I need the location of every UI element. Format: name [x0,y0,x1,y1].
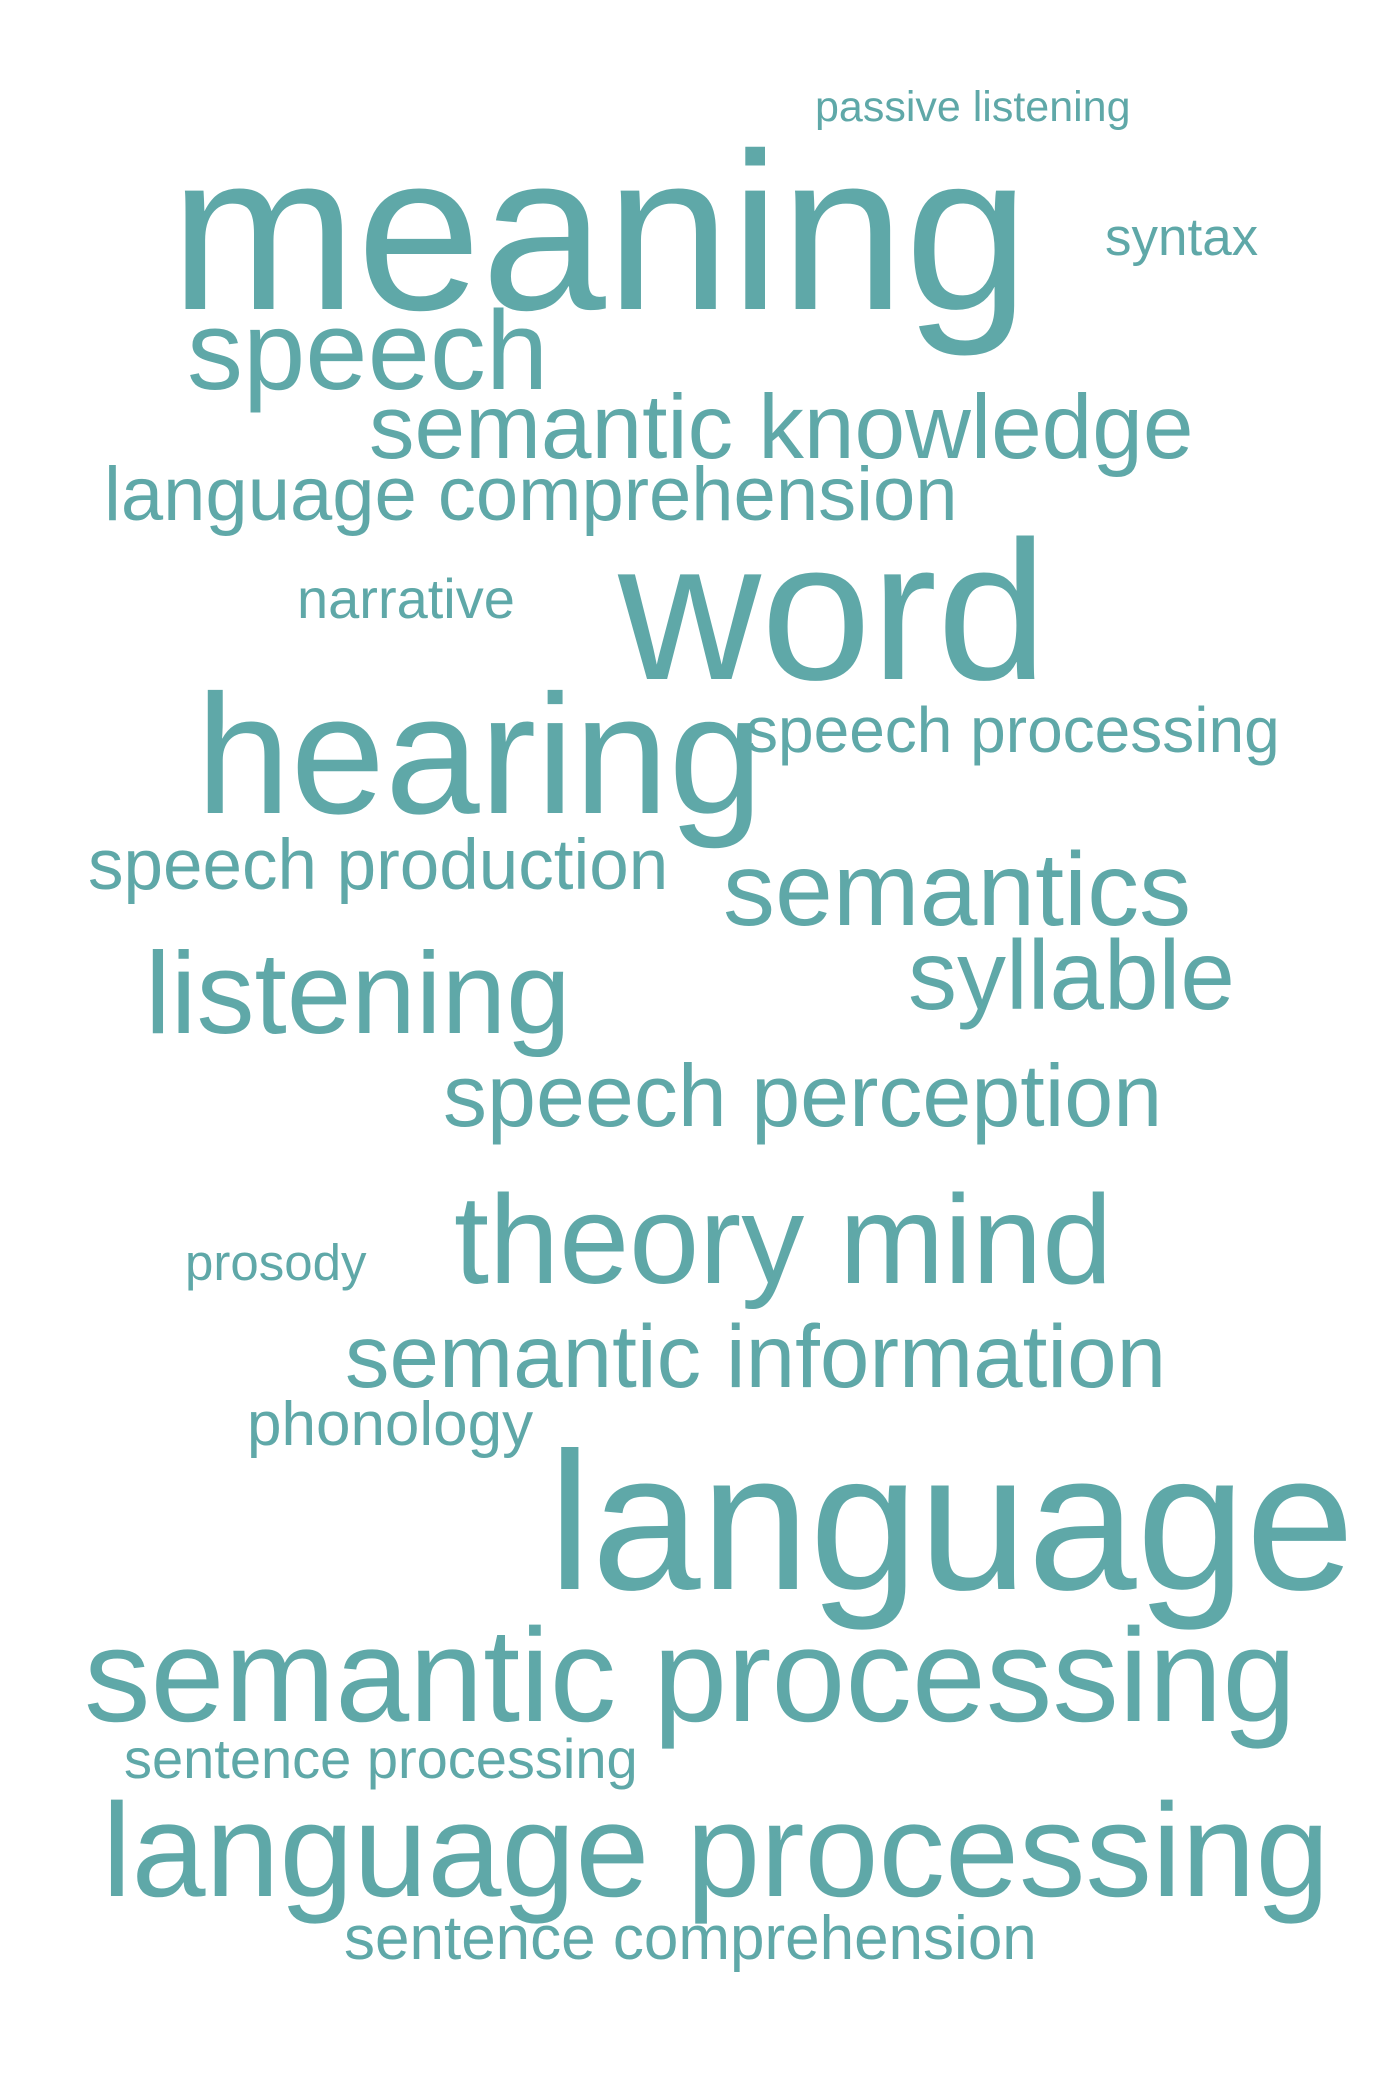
word-speech: speech [187,288,549,413]
word-language-processing: language processing [102,1777,1330,1925]
word-listening: listening [145,928,571,1058]
word-hearing: hearing [196,660,764,850]
word-speech-perception: speech perception [443,1046,1163,1145]
word-language-comprehension: language comprehension [104,452,958,537]
word-sentence-comprehension: sentence comprehension [344,1904,1037,1973]
word-semantic-processing: semantic processing [84,1602,1297,1750]
word-syllable: syllable [908,920,1235,1030]
word-syntax: syntax [1105,208,1259,267]
word-theory-mind: theory mind [454,1169,1113,1310]
word-word: word [618,500,1048,721]
word-speech-production: speech production [88,826,669,905]
word-meaning: meaning [170,107,1030,357]
word-narrative: narrative [297,567,515,630]
word-sentence-processing: sentence processing [124,1727,638,1790]
word-phonology: phonology [247,1390,534,1459]
word-passive-listening: passive listening [815,83,1131,131]
word-language: language [548,1412,1355,1631]
word-semantic-knowledge: semantic knowledge [369,377,1194,478]
word-semantics: semantics [723,832,1192,948]
word-speech-processing: speech processing [746,694,1280,766]
word-prosody: prosody [185,1234,367,1291]
word-semantic-information: semantic information [345,1306,1167,1406]
